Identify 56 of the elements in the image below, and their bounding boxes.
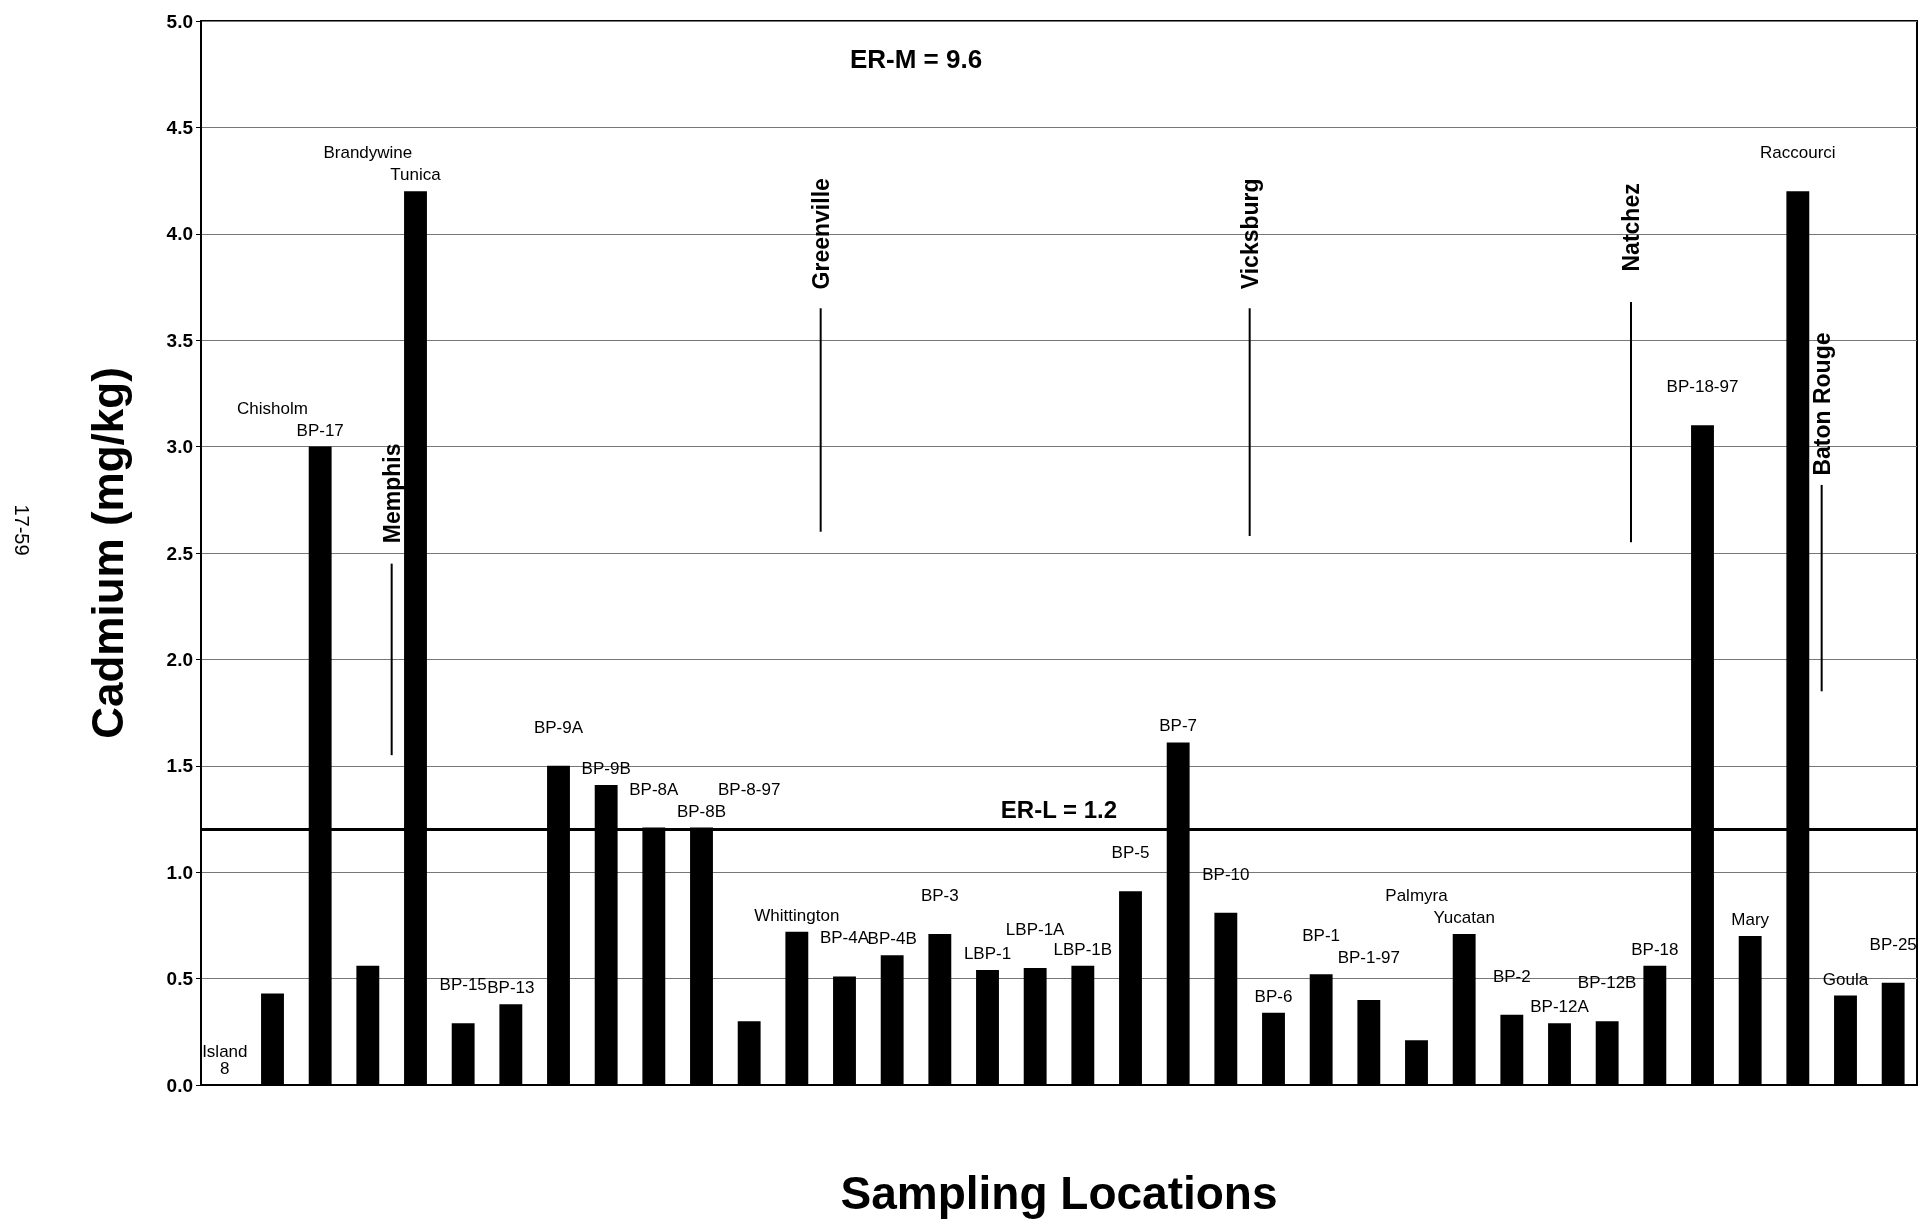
- x-tick-label: Palmyra: [1385, 885, 1449, 905]
- x-tick-label: Brandywine: [323, 143, 413, 163]
- x-tick-label: LBP-1A: [1005, 919, 1066, 939]
- y-tick-label: 2.0: [166, 648, 193, 670]
- x-axis-title: Sampling Locations: [840, 1167, 1278, 1219]
- y-tick-label: 2.5: [166, 542, 194, 564]
- x-tick-label: Mary: [1731, 910, 1770, 930]
- y-tick-label: 0.5: [166, 968, 194, 990]
- x-tick-label: BP-1: [1302, 926, 1341, 946]
- y-axis-title: Cadmium (mg/kg): [82, 367, 132, 739]
- annotation: Baton Rouge: [1808, 332, 1835, 476]
- x-tick-label: BP-3: [920, 885, 959, 905]
- x-tick-label: BP-12B: [1577, 973, 1637, 993]
- x-tick-label: Whittington: [754, 905, 840, 925]
- y-tick-label: 3.0: [166, 436, 193, 458]
- x-tick-label: BP-8-97: [717, 779, 781, 799]
- x-tick-label: Tunica: [390, 165, 442, 185]
- x-tick-label: Island 8: [202, 1042, 248, 1078]
- x-tick-label: BP-15: [439, 975, 487, 995]
- annotation: ER-M = 9.6: [849, 44, 983, 75]
- x-tick-label: LBP-1B: [1053, 939, 1113, 959]
- y-tick-label: 1.5: [166, 755, 194, 777]
- x-tick-label: BP-8A: [629, 779, 680, 799]
- x-tick-label: BP-7: [1159, 716, 1198, 736]
- x-tick-label: BP-8B: [676, 801, 727, 821]
- y-tick-label: 4.5: [166, 116, 194, 138]
- x-tick-label: Raccourci: [1760, 143, 1836, 163]
- y-tick-label: 0.0: [166, 1074, 193, 1096]
- x-tick-label: BP-2: [1492, 966, 1531, 986]
- x-tick-label: BP-12A: [1530, 997, 1590, 1017]
- y-tick-label: 5.0: [166, 10, 193, 32]
- x-tick-label: BP-9B: [581, 758, 631, 778]
- x-tick-label: BP-6: [1254, 986, 1293, 1006]
- ref-line-label: ER-L = 1.2: [1000, 796, 1118, 824]
- text: 17-59: [11, 504, 33, 556]
- annotation: Memphis: [378, 443, 405, 544]
- annotation: Natchez: [1618, 183, 1644, 272]
- y-tick-label: 4.0: [166, 223, 193, 245]
- x-tick-label: Chisholm: [237, 398, 308, 418]
- x-tick-label: Goula: [1822, 969, 1869, 989]
- y-tick-label: 3.5: [166, 329, 194, 351]
- x-tick-label: BP-1-97: [1337, 948, 1401, 968]
- x-tick-label: BP-18-97: [1666, 377, 1739, 397]
- x-tick-label: Yucatan: [1433, 907, 1495, 927]
- annotation: Vicksburg: [1236, 178, 1263, 290]
- x-tick-label: BP-9A: [533, 717, 584, 737]
- x-tick-label: BP-10: [1202, 864, 1250, 884]
- x-tick-label: BP-5: [1111, 843, 1150, 863]
- x-tick-label: BP-17: [296, 420, 344, 440]
- x-tick-label: LBP-1: [963, 944, 1012, 964]
- x-tick-label: BP-13: [487, 978, 535, 998]
- y-tick-label: 1.0: [166, 861, 193, 883]
- x-tick-label: BP-25: [1869, 934, 1917, 954]
- x-tick-label: BP-18: [1631, 939, 1679, 959]
- annotation: Greenville: [807, 178, 834, 290]
- x-tick-label: BP-4A: [819, 928, 870, 948]
